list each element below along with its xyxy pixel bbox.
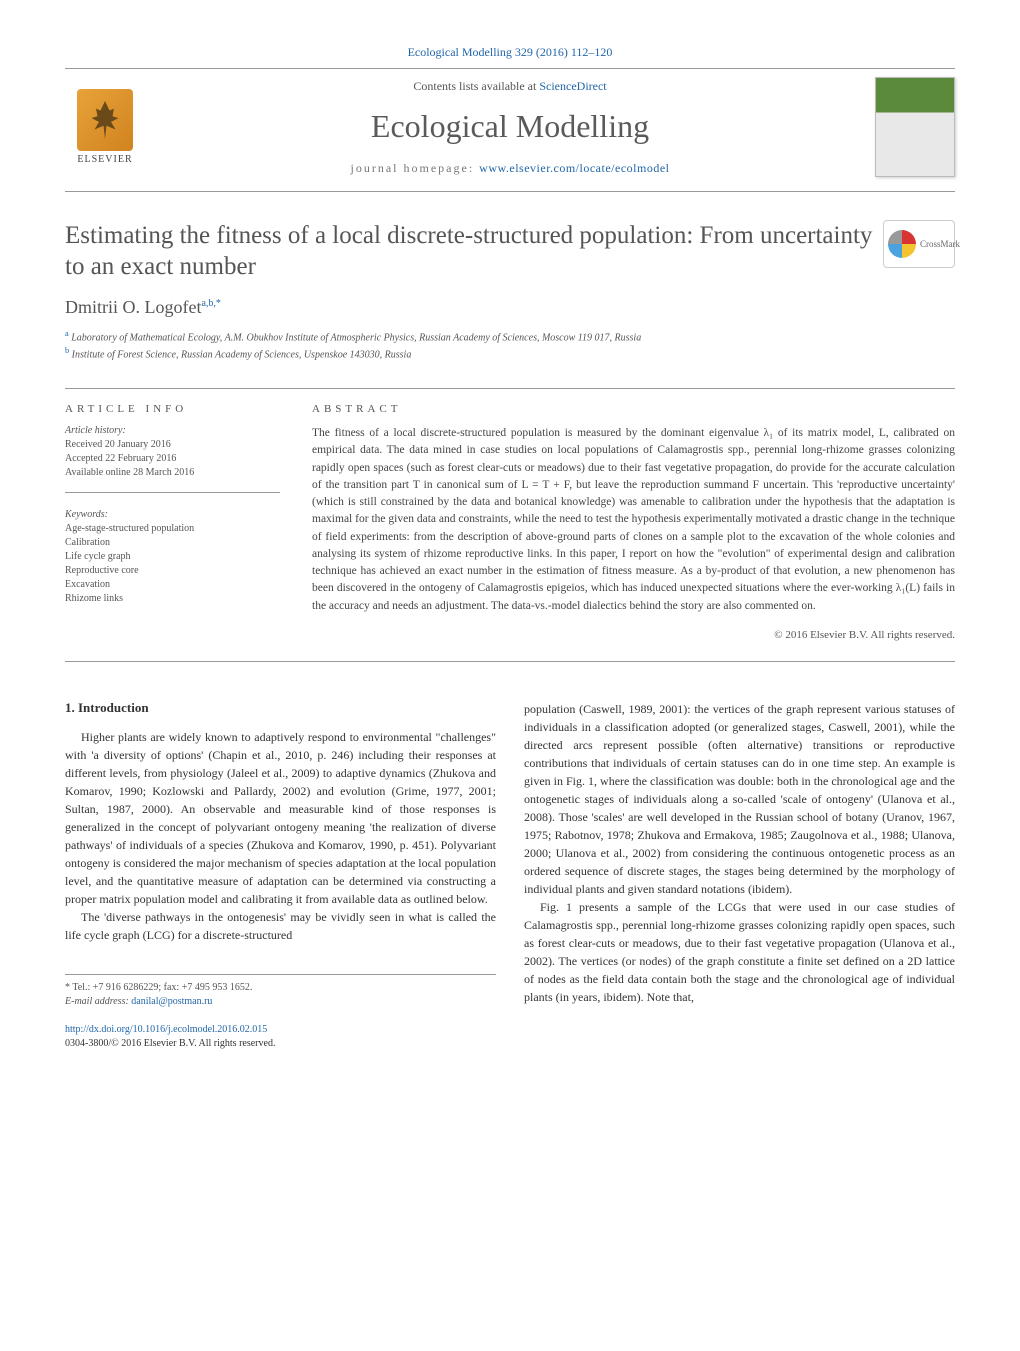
keyword: Life cycle graph — [65, 550, 280, 564]
issn-copyright: 0304-3800/© 2016 Elsevier B.V. All right… — [65, 1037, 496, 1051]
contents-available: Contents lists available at ScienceDirec… — [145, 79, 875, 94]
homepage-link[interactable]: www.elsevier.com/locate/ecolmodel — [479, 161, 669, 175]
affil-text: Laboratory of Mathematical Ecology, A.M.… — [71, 332, 641, 343]
journal-reference: Ecological Modelling 329 (2016) 112–120 — [65, 45, 955, 60]
footnote-symbol: * — [65, 982, 70, 993]
keyword: Excavation — [65, 578, 280, 592]
abstract-copyright: © 2016 Elsevier B.V. All rights reserved… — [312, 629, 955, 641]
doi-link[interactable]: http://dx.doi.org/10.1016/j.ecolmodel.20… — [65, 1024, 267, 1035]
keywords-heading: Keywords: — [65, 509, 280, 520]
abstract-text: The fitness of a local discrete-structur… — [312, 425, 955, 615]
keyword: Calibration — [65, 536, 280, 550]
body-paragraph: Fig. 1 presents a sample of the LCGs tha… — [524, 898, 955, 1006]
history-line: Accepted 22 February 2016 — [65, 452, 280, 466]
keywords-block: Keywords: Age-stage-structured populatio… — [65, 509, 280, 606]
email-label: E-mail address: — [65, 996, 129, 1007]
journal-name: Ecological Modelling — [145, 108, 875, 145]
keyword: Rhizome links — [65, 592, 280, 606]
corresponding-footnote: * Tel.: +7 916 6286229; fax: +7 495 953 … — [65, 974, 496, 1009]
journal-cover-thumb[interactable] — [875, 77, 955, 177]
author-name: Dmitrii O. Logofeta,b,* — [65, 297, 955, 318]
elsevier-tree-icon — [77, 89, 133, 151]
history-line: Received 20 January 2016 — [65, 438, 280, 452]
article-history-block: Article history: Received 20 January 201… — [65, 425, 280, 493]
journal-ref-link[interactable]: Ecological Modelling 329 (2016) 112–120 — [408, 45, 613, 59]
elsevier-label: ELSEVIER — [77, 154, 132, 165]
affil-text: Institute of Forest Science, Russian Aca… — [72, 349, 412, 360]
affil-marker: a — [65, 329, 69, 338]
affiliation-b: b Institute of Forest Science, Russian A… — [65, 345, 955, 362]
sciencedirect-link[interactable]: ScienceDirect — [539, 79, 606, 93]
contents-prefix: Contents lists available at — [413, 79, 539, 93]
footnote-tel: Tel.: +7 916 6286229; fax: +7 495 953 16… — [72, 982, 252, 993]
doi-block: http://dx.doi.org/10.1016/j.ecolmodel.20… — [65, 1023, 496, 1051]
affil-marker: b — [65, 346, 69, 355]
crossmark-badge[interactable]: CrossMark — [883, 220, 955, 268]
keyword: Age-stage-structured population — [65, 522, 280, 536]
crossmark-icon — [888, 230, 916, 258]
body-paragraph: The 'diverse pathways in the ontogenesis… — [65, 908, 496, 944]
article-title: Estimating the fitness of a local discre… — [65, 220, 883, 283]
author-affil-markers: a,b,* — [201, 298, 220, 309]
author-email-link[interactable]: danilal@postman.ru — [131, 996, 212, 1007]
article-info-heading: ARTICLE INFO — [65, 403, 280, 415]
abstract-heading: ABSTRACT — [312, 403, 955, 415]
body-paragraph: Higher plants are widely known to adapti… — [65, 728, 496, 908]
section-title-intro: 1. Introduction — [65, 700, 496, 716]
keyword: Reproductive core — [65, 564, 280, 578]
body-paragraph: population (Caswell, 1989, 2001): the ve… — [524, 700, 955, 898]
homepage-label: journal homepage: — [351, 161, 480, 175]
journal-header: ELSEVIER Contents lists available at Sci… — [65, 68, 955, 192]
history-heading: Article history: — [65, 425, 280, 436]
journal-homepage-line: journal homepage: www.elsevier.com/locat… — [145, 161, 875, 176]
crossmark-label: CrossMark — [920, 239, 960, 249]
history-line: Available online 28 March 2016 — [65, 466, 280, 480]
affiliation-a: a Laboratory of Mathematical Ecology, A.… — [65, 328, 955, 345]
elsevier-logo[interactable]: ELSEVIER — [65, 82, 145, 172]
author-text: Dmitrii O. Logofet — [65, 297, 201, 317]
